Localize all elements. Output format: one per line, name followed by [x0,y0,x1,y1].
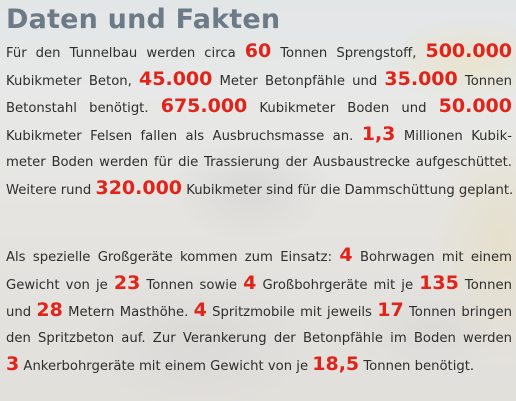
highlighted-number: 500.000 [425,40,513,62]
body-text: Meter Betonpfähle und [212,73,385,89]
highlighted-number: 50.000 [438,95,512,118]
body-text: Tonnen [458,277,512,293]
body-text: Tonnen Sprengstoff, [271,46,426,61]
highlighted-number: 4 [339,244,353,266]
paragraph-excavation: Für den Tunnelbau werden circa 60 Tonnen… [6,39,514,204]
body-text: Spritzmobile mit jeweils [206,305,378,321]
body-text: Großbohrgeräte mit je [256,277,420,293]
highlighted-number: 3 [6,352,20,375]
text-line: Kubikmeter Beton, 45.000 Meter Betonpfäh… [6,67,512,95]
text-line: meter Boden werden für die Trassierung d… [6,150,512,176]
text-line: Als spezielle Großgeräte kommen zum Eins… [6,243,512,271]
body-text: Bohrwagen mit einem [352,250,512,265]
body-text: Kubikmeter Felsen fallen als Ausbruchsma… [6,129,362,145]
body-text: Tonnen bringen [403,305,512,321]
highlighted-number: 18,5 [312,352,360,375]
paragraph-equipment: Als spezielle Großgeräte kommen zum Eins… [6,243,512,380]
body-text: Kubikmeter Beton, [6,73,140,89]
text-line: Gewicht von je 23 Tonnen sowie 4 Großboh… [6,271,512,299]
body-text: den Spritzbeton auf. Zur Verankerung der… [6,331,512,347]
body-text: Gewicht von je [6,277,114,293]
text-line: Weitere rund 320.000 Kubikmeter sind für… [6,176,514,204]
body-text: Millionen Kubik- [395,129,512,145]
highlighted-number: 4 [193,299,207,322]
highlighted-number: 45.000 [139,67,213,90]
text-line: Für den Tunnelbau werden circa 60 Tonnen… [6,39,512,67]
body-text: Tonnen sowie [140,277,244,293]
body-text: Ankerbohrgeräte mit einem Gewicht von je [19,358,313,374]
highlighted-number: 23 [113,271,141,294]
highlighted-number: 28 [36,299,63,322]
text-line: und 28 Metern Masthöhe. 4 Spritzmobile m… [6,298,512,326]
highlighted-number: 17 [377,299,404,322]
highlighted-number: 4 [243,271,257,294]
highlighted-number: 60 [244,40,272,62]
body-text: Tonnen [457,73,512,89]
body-text: und [6,305,37,321]
body-text: Betonstahl benötigt. [6,101,161,117]
page-title: Daten und Fakten [6,4,281,35]
body-text: Kubikmeter Boden und [247,101,439,117]
text-line: Betonstahl benötigt. 675.000 Kubikmeter … [6,94,512,122]
highlighted-number: 320.000 [95,176,183,199]
body-text: Metern Masthöhe. [62,305,194,321]
body-text: Weitere rund [6,182,96,198]
highlighted-number: 135 [419,271,459,294]
text-line: Kubikmeter Felsen fallen als Ausbruchsma… [6,122,512,150]
body-text: Tonnen benötigt. [359,358,475,374]
body-text: meter Boden werden für die Trassierung d… [6,154,512,170]
highlighted-number: 1,3 [361,123,396,146]
body-text: Als spezielle Großgeräte kommen zum Eins… [6,250,340,265]
body-text: Kubikmeter sind für die Dammschüttung ge… [182,182,514,198]
text-line: den Spritzbeton auf. Zur Verankerung der… [6,326,512,352]
text-line: 3 Ankerbohrgeräte mit einem Gewicht von … [6,352,512,380]
body-text: Für den Tunnelbau werden circa [6,46,245,61]
highlighted-number: 35.000 [384,67,458,90]
highlighted-number: 675.000 [160,95,248,118]
